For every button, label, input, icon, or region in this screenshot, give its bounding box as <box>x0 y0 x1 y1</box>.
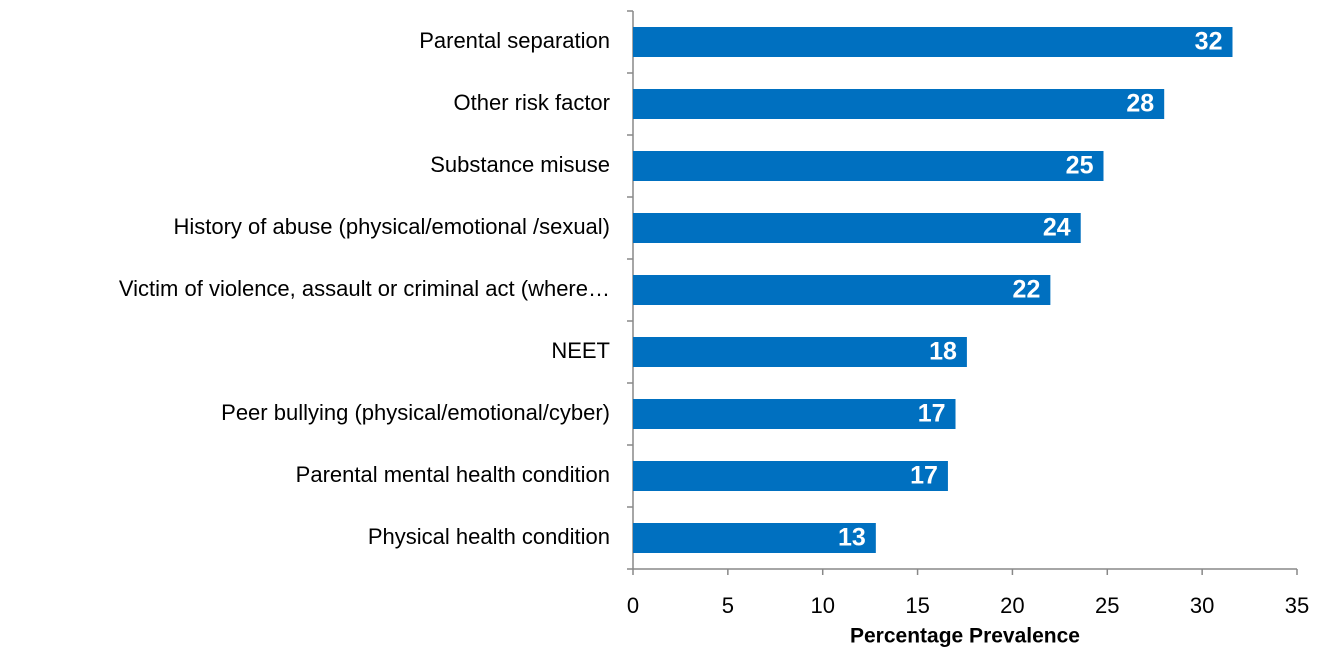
value-label: 22 <box>1013 276 1041 304</box>
bar <box>633 89 1165 119</box>
y-tick-label: Other risk factor <box>454 90 610 115</box>
bar <box>633 275 1051 305</box>
y-tick-label: History of abuse (physical/emotional /se… <box>173 214 610 239</box>
bar <box>633 523 876 553</box>
x-tick-label: 0 <box>627 593 639 618</box>
x-tick-label: 10 <box>810 593 834 618</box>
value-label: 17 <box>918 400 946 428</box>
y-tick-label: NEET <box>551 338 610 363</box>
x-tick-label: 15 <box>905 593 929 618</box>
bar <box>633 337 967 367</box>
bar <box>633 213 1081 243</box>
bar <box>633 461 948 491</box>
x-tick-label: 25 <box>1095 593 1119 618</box>
value-label: 25 <box>1066 152 1094 180</box>
value-label: 18 <box>929 338 957 366</box>
value-label: 13 <box>838 524 866 552</box>
y-tick-label: Victim of violence, assault or criminal … <box>119 276 610 301</box>
y-tick-label: Parental separation <box>419 28 610 53</box>
bar <box>633 399 956 429</box>
x-tick-label: 30 <box>1190 593 1214 618</box>
y-tick-label: Peer bullying (physical/emotional/cyber) <box>221 400 610 425</box>
value-label: 17 <box>910 462 938 490</box>
value-label: 32 <box>1195 28 1223 56</box>
x-tick-label: 5 <box>722 593 734 618</box>
y-tick-label: Parental mental health condition <box>296 462 610 487</box>
x-tick-label: 20 <box>1000 593 1024 618</box>
x-axis-title: Percentage Prevalence <box>850 625 1080 648</box>
y-tick-label: Substance misuse <box>430 152 610 177</box>
bar <box>633 151 1104 181</box>
value-label: 28 <box>1126 90 1154 118</box>
bar <box>633 27 1233 57</box>
x-tick-label: 35 <box>1285 593 1309 618</box>
y-tick-label: Physical health condition <box>368 524 610 549</box>
value-label: 24 <box>1043 214 1071 242</box>
